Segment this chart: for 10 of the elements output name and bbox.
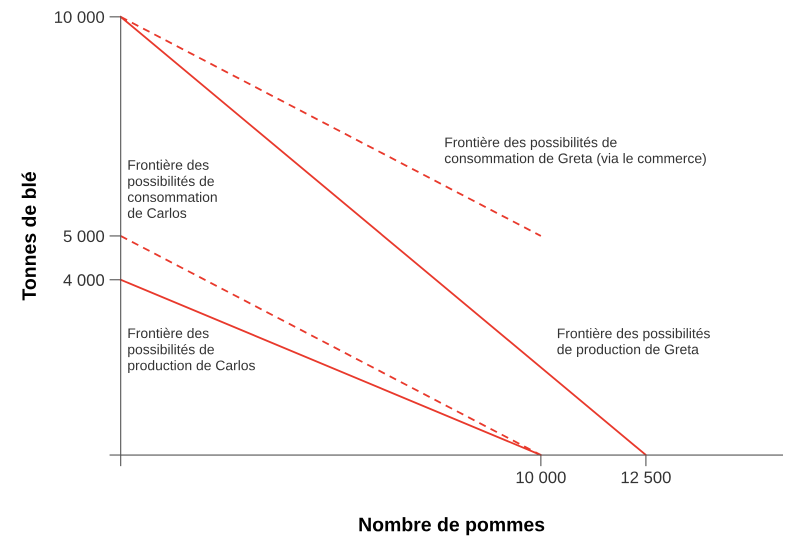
annotation: Frontière des possibilités de production de Carlos [128, 328, 255, 374]
y-tick-label: 10 000 [55, 11, 104, 24]
annotation: Frontière des possibilités de consommation de Carlos [128, 160, 217, 218]
y-axis-title: Tonnes de blé [22, 172, 36, 300]
x-axis-title: Nombre de pommes [359, 517, 544, 536]
x-tick-label: 12 500 [622, 471, 671, 484]
annotation: Frontière des possibilités de production de Greta [557, 328, 710, 358]
y-tick-label: 4 000 [63, 274, 104, 286]
annotation: Frontière des possibilités de consommation de Greta (via le commerce) [444, 136, 706, 166]
y-tick-label: 5 000 [64, 230, 104, 242]
